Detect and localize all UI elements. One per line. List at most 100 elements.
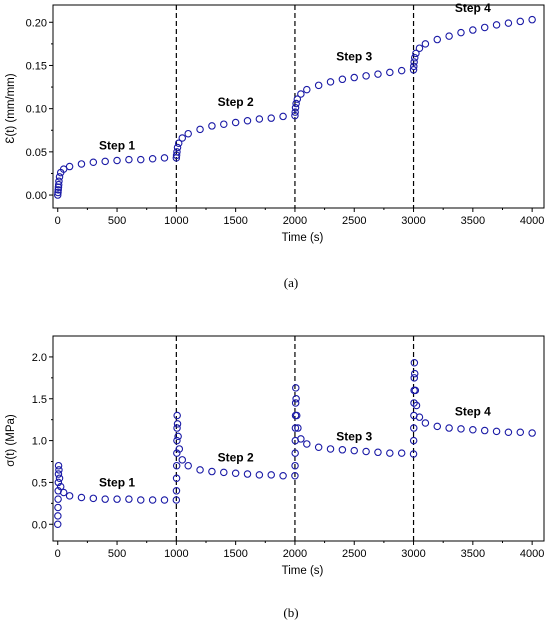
x-tick-label: 1000 (164, 548, 188, 560)
data-point (338, 75, 347, 84)
x-tick-label: 2000 (283, 215, 307, 227)
data-point (101, 157, 109, 166)
data-point (54, 186, 62, 194)
y-tick-label: 0.20 (26, 17, 47, 29)
data-point (55, 466, 63, 474)
data-point (178, 134, 187, 142)
data-point (267, 471, 275, 479)
data-point (231, 469, 240, 477)
data-point (409, 436, 418, 445)
data-point (291, 424, 300, 432)
data-point (469, 26, 477, 34)
data-point (303, 85, 311, 94)
data-point (174, 139, 183, 147)
x-tick-label: 3500 (461, 548, 485, 560)
data-point (54, 503, 62, 512)
data-point (184, 461, 192, 470)
data-point (53, 191, 62, 199)
data-point (291, 108, 299, 116)
step-annotation: Step 4 (455, 404, 491, 418)
data-point (59, 165, 68, 173)
panel-a-caption: (a) (284, 275, 298, 290)
data-point (267, 114, 275, 122)
x-tick-label: 1500 (223, 215, 247, 227)
data-point (54, 180, 63, 189)
data-point (173, 449, 181, 457)
data-point (314, 443, 323, 452)
data-point (314, 81, 323, 90)
data-point (291, 461, 299, 470)
data-point (415, 44, 424, 52)
data-point (175, 445, 184, 453)
x-tick-label: 2500 (342, 548, 366, 560)
data-point (410, 374, 419, 382)
data-point (208, 467, 216, 476)
data-point (54, 512, 62, 520)
y-tick-label: 0.5 (32, 477, 47, 489)
data-point (291, 111, 299, 120)
y-tick-label: 0.0 (32, 519, 47, 531)
data-point (243, 117, 252, 125)
data-point (173, 148, 181, 156)
data-point (65, 162, 74, 171)
data-point (292, 384, 300, 392)
data-point (350, 446, 358, 455)
data-point (294, 424, 302, 432)
data-point (56, 482, 65, 491)
data-point (173, 420, 182, 428)
data-point (293, 95, 302, 103)
data-point (53, 520, 62, 529)
data-point (410, 424, 418, 432)
data-point (255, 471, 264, 479)
step-annotation: Step 3 (336, 430, 372, 444)
x-tick-label: 4000 (520, 548, 544, 560)
data-point (480, 23, 489, 32)
data-point (386, 449, 394, 457)
data-point (409, 450, 418, 458)
data-point (292, 99, 300, 108)
data-point (362, 447, 370, 456)
data-point (172, 474, 181, 482)
data-point (303, 440, 311, 448)
data-point (492, 427, 501, 436)
y-axis-title: σ(t) (MPa) (5, 414, 17, 467)
x-tick-label: 500 (108, 215, 126, 227)
data-point (137, 155, 145, 164)
data-point (410, 399, 418, 407)
data-point (172, 461, 181, 470)
data-point (410, 53, 419, 62)
data-point (516, 428, 525, 436)
y-tick-label: 2.0 (32, 352, 47, 364)
y-tick-label: 0.10 (26, 104, 47, 116)
data-point (421, 40, 430, 48)
data-point (326, 445, 335, 453)
panel-b-chart: 0 500 1000 1500 2000 2500 3000 3500 4000 0.0 0.5 1.… (5, 335, 545, 577)
data-point (137, 496, 145, 504)
data-point (374, 448, 382, 457)
data-point (297, 90, 305, 98)
plot-frame (52, 4, 545, 209)
data-point (173, 424, 181, 432)
data-point (326, 78, 335, 86)
x-tick-label: 3000 (401, 548, 425, 560)
data-point (412, 401, 421, 410)
data-point (412, 49, 420, 58)
y-tick-label: 0.00 (26, 190, 47, 202)
x-tick-label: 1000 (164, 215, 188, 227)
data-point (415, 413, 424, 421)
data-point (174, 432, 182, 441)
data-point (411, 386, 420, 395)
data-point (410, 359, 419, 367)
data-point (421, 419, 430, 427)
data-point (528, 429, 536, 437)
data-point (528, 15, 536, 24)
data-point (279, 112, 287, 121)
x-axis-title: Time (s) (282, 232, 324, 244)
data-point (504, 19, 513, 27)
data-point (338, 446, 347, 454)
data-point (160, 496, 169, 504)
data-point (148, 155, 157, 163)
x-tick-label: 4000 (520, 215, 544, 227)
step-annotation: Step 1 (99, 138, 135, 152)
data-point (292, 395, 300, 403)
